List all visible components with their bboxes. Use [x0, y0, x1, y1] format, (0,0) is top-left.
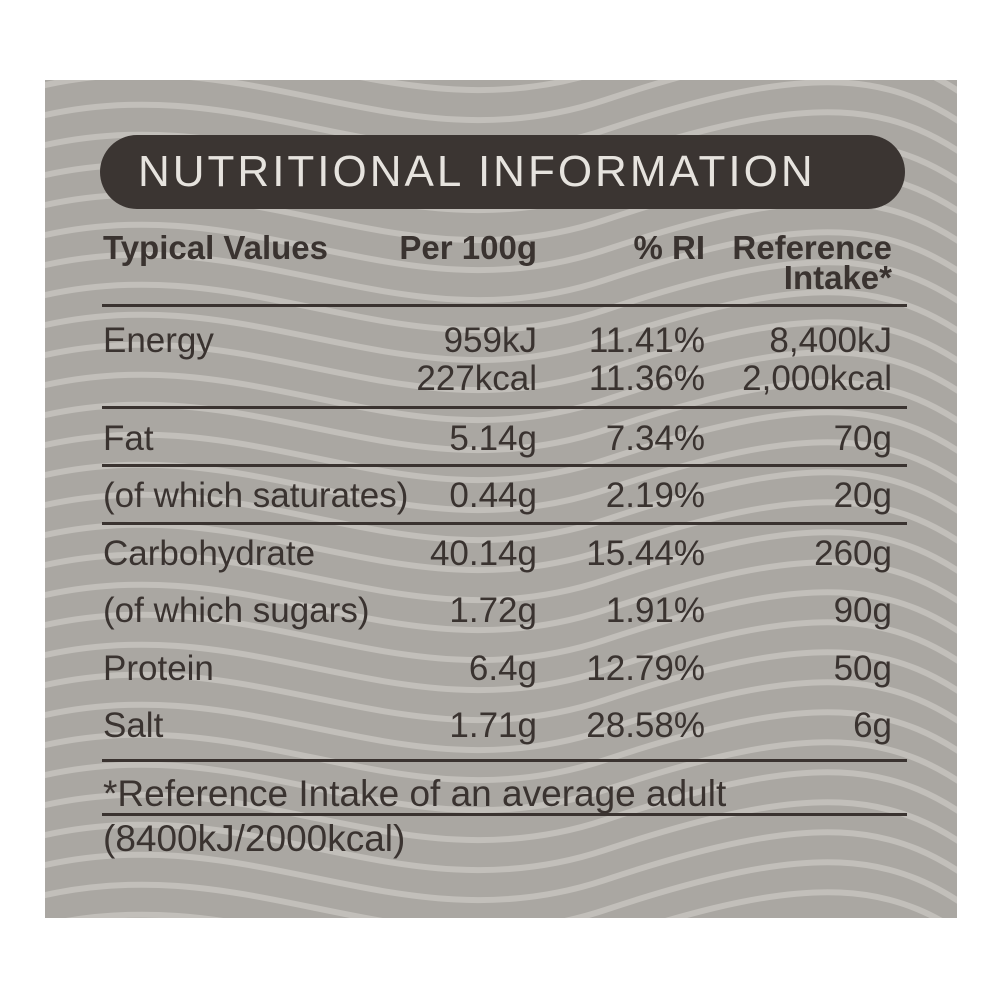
table-cell: 959kJ [443, 321, 537, 360]
table-cell: 28.58% [586, 706, 705, 745]
table-cell: 20g [833, 476, 892, 515]
divider [102, 759, 907, 762]
table-cell: 6.4g [468, 649, 537, 688]
table-cell: 50g [833, 649, 892, 688]
divider [102, 813, 907, 816]
table-cell: 260g [814, 534, 892, 573]
wave [45, 199, 957, 274]
header-cell: Reference [732, 229, 892, 266]
wave [45, 80, 957, 124]
wave [45, 649, 957, 724]
label-panel: NUTRITIONAL INFORMATION Typical Values Pe… [45, 80, 957, 918]
footnote: (8400kJ/2000kcal) [103, 818, 406, 859]
header-cell: Per 100g [399, 229, 537, 266]
divider [102, 522, 907, 525]
wave [45, 259, 957, 334]
wave [45, 229, 957, 304]
table-cell: 90g [833, 591, 892, 630]
wave [45, 799, 957, 874]
table-cell: 6g [853, 706, 892, 745]
table-cell: Energy [103, 321, 214, 360]
table-cell: Salt [103, 706, 164, 745]
wave [45, 739, 957, 814]
wave [45, 679, 957, 754]
table-cell: 0.44g [449, 476, 537, 515]
table-cell: 5.14g [449, 419, 537, 458]
table-cell: 2,000kcal [742, 359, 892, 398]
header-cell: % RI [633, 229, 705, 266]
wave [45, 589, 957, 664]
wave [45, 559, 957, 634]
header-cell: Intake* [783, 259, 892, 296]
table-cell: 7.34% [605, 419, 705, 458]
table-cell: 40.14g [429, 534, 537, 573]
table-cell: 11.41% [588, 321, 705, 360]
table-cell: 227kcal [416, 359, 537, 398]
table-cell: Fat [103, 419, 154, 458]
header-cell: Typical Values [103, 229, 329, 266]
title-bar: NUTRITIONAL INFORMATION [100, 135, 905, 209]
wave [45, 469, 957, 544]
table-cell: 12.79% [586, 649, 705, 688]
table-cell: 1.91% [605, 591, 705, 630]
table-cell: 1.71g [449, 706, 537, 745]
table-cell: 1.72g [449, 591, 537, 630]
table-cell: 15.44% [586, 534, 705, 573]
wave [45, 319, 957, 394]
table-cell: 70g [833, 419, 892, 458]
wave [45, 409, 957, 484]
wave [45, 829, 957, 904]
table-cell: Carbohydrate [103, 534, 316, 573]
wave [45, 529, 957, 604]
divider [102, 304, 907, 307]
table-cell: 11.36% [588, 359, 705, 398]
table-cell: 8,400kJ [769, 321, 892, 360]
table-cell: (of which sugars) [103, 591, 370, 630]
wave [45, 439, 957, 514]
wave [45, 289, 957, 364]
wave [45, 499, 957, 574]
table-cell: (of which saturates) [103, 476, 409, 515]
divider [102, 406, 907, 409]
divider [102, 464, 907, 467]
wave [45, 859, 957, 918]
wave [66, 889, 943, 918]
wave [45, 619, 957, 694]
wave [45, 349, 957, 424]
title: NUTRITIONAL INFORMATION [138, 147, 816, 196]
table-cell: 2.19% [605, 476, 705, 515]
footnote: *Reference Intake of an average adult [103, 773, 727, 814]
wave [45, 769, 957, 844]
wave-pattern [45, 80, 957, 918]
table-cell: Protein [103, 649, 214, 688]
wave [45, 709, 957, 784]
